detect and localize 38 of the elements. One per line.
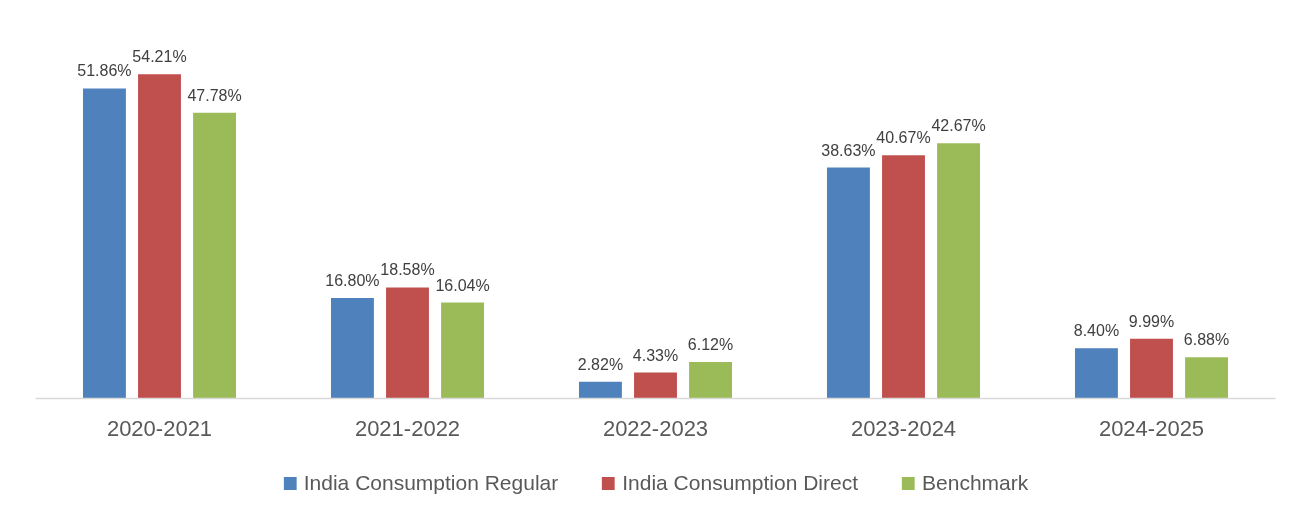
bar	[386, 287, 429, 399]
legend-label: India Consumption Regular	[303, 471, 559, 495]
data-label: 6.88%	[1183, 331, 1230, 349]
bar	[1074, 348, 1118, 399]
bar	[937, 143, 981, 399]
bar	[82, 88, 126, 399]
data-label: 42.67%	[931, 117, 986, 135]
data-label: 38.63%	[821, 141, 876, 159]
bar	[441, 302, 485, 399]
bar	[1185, 357, 1229, 399]
bar	[634, 372, 677, 399]
data-label: 16.04%	[435, 276, 490, 294]
data-label: 16.80%	[325, 272, 380, 290]
x-tick-label: 2021-2022	[354, 415, 461, 441]
bar	[826, 167, 870, 399]
bar	[330, 298, 374, 399]
bar	[138, 74, 181, 399]
bar	[193, 112, 237, 399]
data-label: 2.82%	[577, 355, 624, 373]
data-label: 51.86%	[77, 62, 132, 80]
data-label: 40.67%	[876, 129, 931, 147]
legend-label: Benchmark	[922, 471, 1029, 495]
bar	[578, 381, 622, 399]
data-label: 8.40%	[1073, 322, 1120, 340]
data-label: 47.78%	[187, 86, 242, 104]
x-tick-label: 2022-2023	[602, 415, 709, 441]
x-tick-label: 2023-2024	[850, 415, 957, 441]
bar	[689, 361, 733, 399]
data-label: 9.99%	[1128, 312, 1175, 330]
x-tick-label: 2020-2021	[106, 415, 213, 441]
bar	[1130, 338, 1173, 399]
legend-label: India Consumption Direct	[622, 471, 859, 495]
data-label: 4.33%	[632, 346, 679, 364]
x-tick-label: 2024-2025	[1098, 415, 1205, 441]
bar	[882, 155, 925, 399]
data-label: 54.21%	[132, 48, 187, 66]
data-label: 18.58%	[380, 261, 435, 279]
data-label: 6.12%	[687, 335, 734, 353]
